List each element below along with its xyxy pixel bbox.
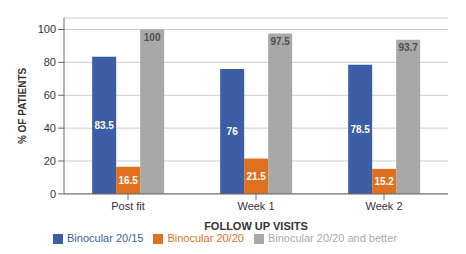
svg-text:100: 100 xyxy=(38,23,56,35)
svg-text:21.5: 21.5 xyxy=(246,171,266,182)
svg-text:93.7: 93.7 xyxy=(398,42,418,53)
svg-text:FOLLOW UP VISITS: FOLLOW UP VISITS xyxy=(204,220,308,232)
html-text:Binocular 20/20 and better: Binocular 20/20 and better xyxy=(267,231,397,244)
svg-text:0: 0 xyxy=(50,188,56,200)
svg-text:78.5: 78.5 xyxy=(350,124,370,135)
html-text:Binocular 20/15: Binocular 20/15 xyxy=(67,231,144,244)
svg-text:83.5: 83.5 xyxy=(94,120,114,131)
svg-text:80: 80 xyxy=(44,56,56,68)
svg-text:76: 76 xyxy=(227,126,239,137)
svg-text:15.2: 15.2 xyxy=(374,176,394,187)
svg-text:Post fit: Post fit xyxy=(111,200,145,212)
svg-text:Week 2: Week 2 xyxy=(365,200,402,212)
svg-text:40: 40 xyxy=(44,122,56,134)
html-text:Binocular 20/20: Binocular 20/20 xyxy=(167,231,244,244)
svg-text:60: 60 xyxy=(44,89,56,101)
svg-text:100: 100 xyxy=(144,32,161,43)
svg-text:Week 1: Week 1 xyxy=(237,200,274,212)
svg-text:20: 20 xyxy=(44,155,56,167)
svg-text:97.5: 97.5 xyxy=(270,36,290,47)
svg-text:16.5: 16.5 xyxy=(118,175,138,186)
svg-text:% OF PATIENTS: % OF PATIENTS xyxy=(17,67,28,144)
